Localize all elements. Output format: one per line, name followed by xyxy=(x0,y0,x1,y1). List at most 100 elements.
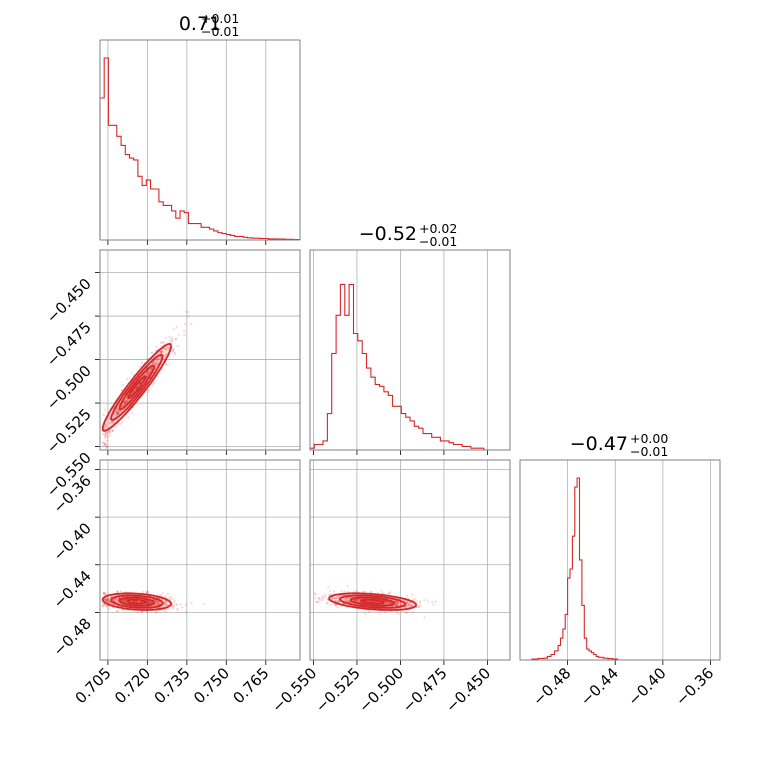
sample-point xyxy=(124,402,127,405)
sample-point xyxy=(125,598,128,601)
sample-point xyxy=(314,592,317,595)
sample-point xyxy=(331,597,334,600)
sample-point xyxy=(146,601,149,604)
title-param-1: −0.52 xyxy=(359,223,417,245)
sample-point xyxy=(380,589,383,592)
sample-point xyxy=(123,402,126,405)
sample-point xyxy=(146,373,149,376)
sample-point xyxy=(372,600,375,603)
sample-point xyxy=(125,401,128,404)
panel-2-0 xyxy=(95,459,301,665)
sample-point xyxy=(163,601,166,604)
panel-0-0 xyxy=(99,39,301,245)
x-tick-label: 0.750 xyxy=(190,664,233,707)
sample-point xyxy=(146,602,149,605)
sample-point xyxy=(359,600,362,603)
sample-point xyxy=(410,605,414,608)
sample-point xyxy=(385,601,388,604)
sample-point xyxy=(361,590,365,594)
x-tick-label: 0.720 xyxy=(111,664,154,707)
sample-point xyxy=(165,604,168,607)
sample-point xyxy=(171,339,174,342)
sample-point xyxy=(326,598,329,601)
sample-point xyxy=(324,595,327,598)
sample-point xyxy=(157,357,160,360)
sample-point xyxy=(115,407,118,410)
sample-point xyxy=(384,600,387,604)
sample-point xyxy=(155,611,158,614)
sample-point xyxy=(119,590,123,593)
sample-point xyxy=(114,425,117,428)
y-tick-label: −0.40 xyxy=(50,519,95,564)
sample-point xyxy=(169,596,172,599)
contour-line xyxy=(127,598,147,605)
sample-point xyxy=(146,357,149,361)
sample-point xyxy=(104,426,107,429)
sample-point xyxy=(117,601,120,605)
sample-point xyxy=(164,610,167,614)
sample-point xyxy=(330,603,333,606)
sample-point xyxy=(396,601,399,604)
title-param-2-plus: +0.00 xyxy=(630,431,668,446)
sample-point xyxy=(123,599,126,602)
sample-point xyxy=(123,399,126,402)
sample-point xyxy=(176,344,179,348)
sample-point xyxy=(411,593,414,596)
sample-point xyxy=(154,364,158,367)
sample-point xyxy=(147,372,150,375)
sample-point xyxy=(138,382,141,385)
sample-point xyxy=(146,600,150,604)
sample-point xyxy=(407,603,411,607)
sample-point xyxy=(137,601,140,604)
sample-point xyxy=(327,594,330,597)
contour-line xyxy=(350,596,396,607)
sample-point xyxy=(116,412,119,415)
sample-point xyxy=(169,339,172,342)
sample-point xyxy=(395,603,398,606)
sample-point xyxy=(335,597,338,600)
sample-point xyxy=(163,347,166,350)
tick-labels: 0.7050.7200.7350.7500.765−0.550−0.525−0.… xyxy=(43,275,717,716)
sample-point xyxy=(166,592,169,596)
title-param-1-plus: +0.02 xyxy=(419,221,457,236)
axes-frame xyxy=(309,459,511,661)
contour-line xyxy=(110,594,164,609)
sample-point xyxy=(126,398,129,401)
sample-point xyxy=(164,602,167,605)
sample-point xyxy=(171,338,174,341)
sample-point xyxy=(103,603,106,606)
sample-point xyxy=(139,600,142,604)
sample-point xyxy=(133,390,136,393)
x-tick-label: 0.735 xyxy=(151,664,194,707)
sample-point xyxy=(326,602,329,605)
sample-point xyxy=(393,599,396,603)
sample-point xyxy=(386,602,389,605)
sample-point xyxy=(384,600,387,603)
sample-point xyxy=(111,429,114,432)
sample-point xyxy=(411,604,414,607)
sample-point xyxy=(343,599,346,602)
sample-point xyxy=(173,599,176,602)
sample-point xyxy=(106,432,109,436)
sample-point xyxy=(163,599,166,603)
sample-point xyxy=(171,606,174,609)
sample-point xyxy=(146,600,149,603)
sample-point xyxy=(389,591,392,594)
sample-point xyxy=(119,410,122,413)
sample-point xyxy=(348,597,351,600)
sample-point xyxy=(396,600,399,603)
sample-point xyxy=(105,598,108,602)
sample-point xyxy=(146,602,149,606)
sample-point xyxy=(349,596,352,599)
sample-point xyxy=(171,350,174,353)
sample-point xyxy=(147,601,150,604)
sample-point xyxy=(174,353,177,356)
sample-point xyxy=(137,383,140,386)
sample-point xyxy=(146,374,149,377)
sample-point xyxy=(139,381,142,384)
sample-point xyxy=(154,361,157,365)
sample-point xyxy=(104,424,108,427)
sample-point xyxy=(317,597,320,600)
density-2-1 xyxy=(310,584,437,619)
x-tick-label: 0.705 xyxy=(72,664,115,707)
